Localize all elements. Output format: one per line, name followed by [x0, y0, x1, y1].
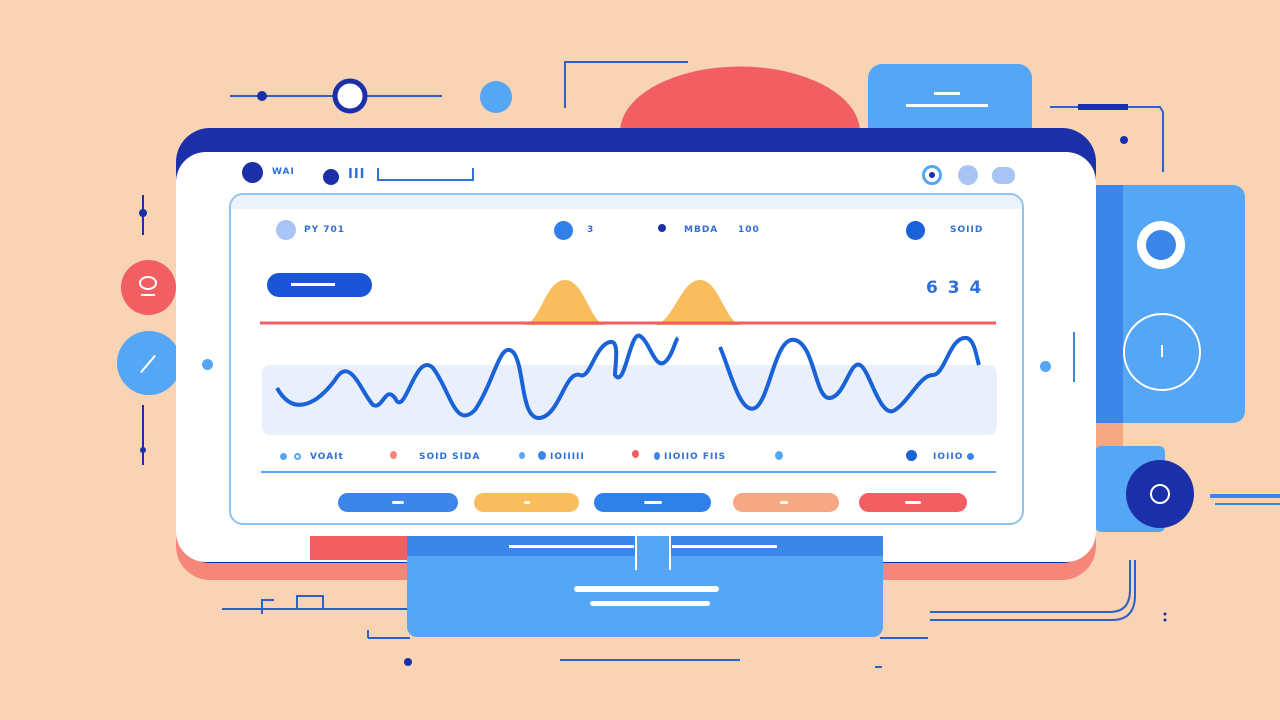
- legend-item: IOIIIII: [550, 452, 585, 462]
- clock-icon[interactable]: [1137, 221, 1185, 269]
- alert-button[interactable]: [121, 260, 176, 315]
- device-stand: [407, 536, 883, 637]
- search-input[interactable]: [377, 168, 474, 181]
- status-dot: [323, 169, 339, 185]
- action-button-salmon[interactable]: [733, 493, 839, 512]
- action-button-red[interactable]: [859, 493, 967, 512]
- eye-icon[interactable]: [922, 165, 942, 185]
- stat-label: SOIID: [950, 225, 984, 235]
- header-label: WAI: [272, 167, 295, 177]
- yellow-peak: [653, 280, 743, 325]
- chart-band: [262, 365, 997, 435]
- wave-chart: [260, 280, 997, 435]
- divider: [261, 471, 996, 473]
- series-line-2: [718, 335, 981, 414]
- legend-item: IIOIIO FIIS: [664, 452, 727, 462]
- legend-item: IOIIO: [933, 452, 964, 462]
- record-button[interactable]: [1126, 460, 1194, 528]
- series-line-1: [275, 333, 680, 420]
- legend-item: VOAIt: [310, 452, 344, 462]
- yellow-peak: [523, 280, 607, 325]
- floating-card: [868, 64, 1032, 140]
- user-icon[interactable]: [958, 165, 978, 185]
- big-number: 6 3 4: [926, 278, 984, 298]
- stat-label: PY 701: [304, 225, 346, 235]
- stat-label: MBDA: [684, 225, 719, 235]
- stat-label: 3: [587, 225, 595, 235]
- side-panel: [1095, 185, 1245, 423]
- logo-icon: [242, 162, 263, 183]
- primary-button[interactable]: [267, 273, 372, 297]
- legend-item: SOID SIDA: [419, 452, 481, 462]
- dial-icon[interactable]: [1123, 313, 1201, 391]
- action-button-yellow[interactable]: [474, 493, 579, 512]
- header-label-2: III: [348, 167, 366, 182]
- menu-icon[interactable]: [992, 167, 1015, 184]
- stat-value: 100: [738, 225, 760, 235]
- action-button-blue-2[interactable]: [594, 493, 711, 512]
- action-button-blue[interactable]: [338, 493, 458, 512]
- edit-button[interactable]: [117, 331, 181, 395]
